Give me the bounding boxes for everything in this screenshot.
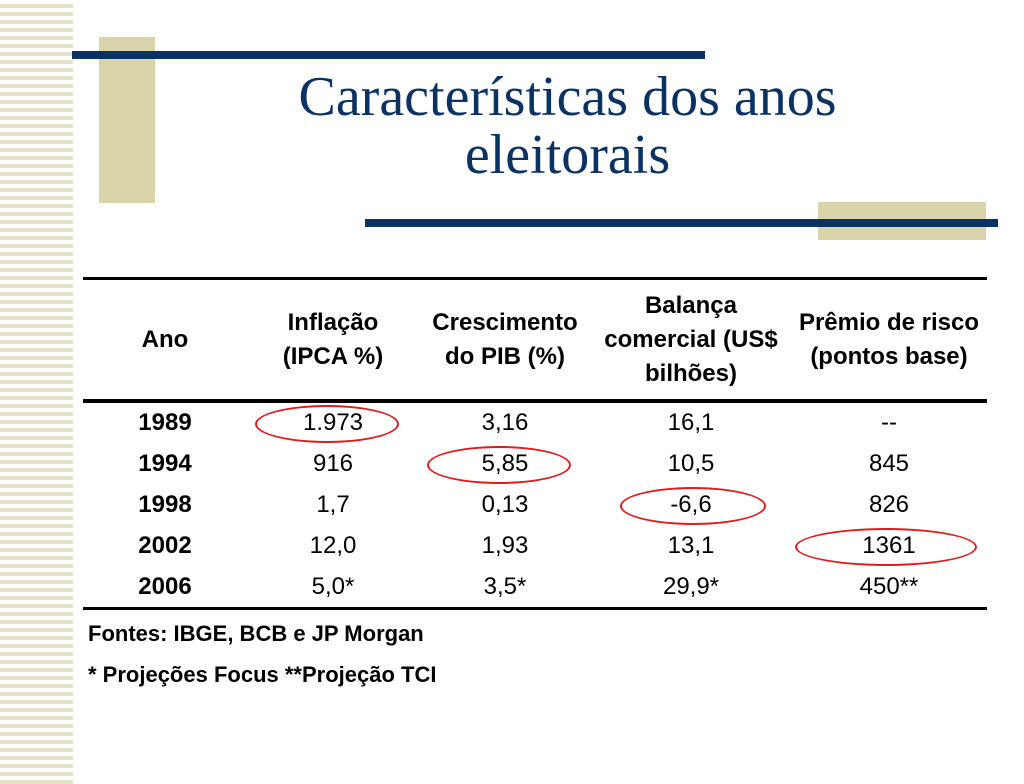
decorative-stripe — [0, 0, 73, 784]
cell-risk: -- — [881, 409, 897, 436]
title-line-2: eleitorais — [464, 124, 671, 186]
cell-gdp: 1,93 — [481, 532, 529, 559]
cell-gdp: 3,5* — [483, 573, 527, 600]
cell-trade: 13,1 — [667, 532, 715, 559]
cell-trade: 10,5 — [667, 450, 715, 477]
highlight-ellipse — [255, 405, 399, 443]
cell-inflation: 916 — [312, 450, 354, 477]
highlight-ellipse — [795, 528, 977, 566]
cell-risk: 845 — [868, 450, 910, 477]
cell-risk: 450** — [859, 573, 919, 600]
title-line-1: Características dos anos — [298, 66, 837, 128]
header-gdp-growth: Crescimento do PIB (%) — [432, 308, 578, 370]
decorative-navy-line — [365, 219, 998, 227]
header-risk-premium: Prêmio de risco (pontos base) — [798, 308, 980, 370]
table-rule — [83, 399, 987, 403]
cell-gdp: 3,16 — [481, 409, 529, 436]
cell-year: 2006 — [138, 573, 192, 600]
sources-note: Fontes: IBGE, BCB e JP Morgan — [88, 621, 424, 646]
cell-year: 1994 — [138, 450, 192, 477]
slide-title: Características dos anos eleitorais — [150, 68, 985, 184]
cell-risk: 826 — [868, 491, 910, 518]
cell-inflation: 12,0 — [309, 532, 357, 559]
cell-year: 1989 — [138, 409, 192, 436]
cell-trade: 16,1 — [667, 409, 715, 436]
header-inflation: Inflação (IPCA %) — [282, 308, 384, 370]
highlight-ellipse — [620, 487, 766, 525]
cell-inflation: 1,7 — [316, 491, 350, 518]
cell-gdp: 0,13 — [481, 491, 529, 518]
highlight-ellipse — [427, 446, 571, 484]
cell-year: 1998 — [138, 491, 192, 518]
header-year: Ano — [141, 325, 189, 353]
cell-inflation: 5,0* — [311, 573, 355, 600]
decorative-tan-block — [99, 37, 155, 203]
cell-year: 2002 — [138, 532, 192, 559]
projections-note: * Projeções Focus **Projeção TCI — [88, 662, 437, 687]
table-rule — [83, 607, 987, 610]
decorative-navy-line — [72, 51, 705, 59]
header-trade-balance: Balança comercial (US$ bilhões) — [604, 291, 778, 387]
table-rule — [83, 277, 987, 280]
cell-trade: 29,9* — [662, 573, 720, 600]
